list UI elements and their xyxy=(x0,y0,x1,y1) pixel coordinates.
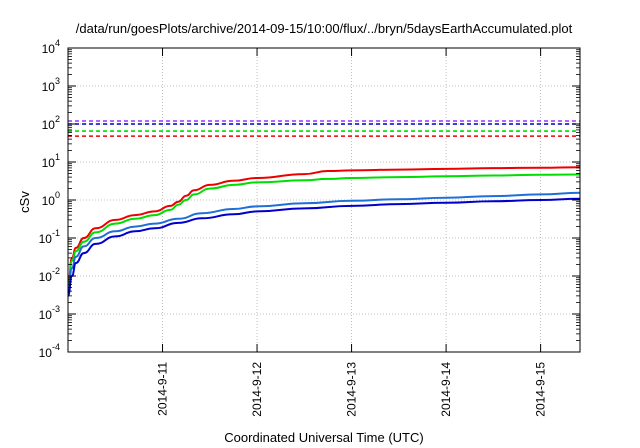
x-tick-label: 2014-9-12 xyxy=(250,362,264,417)
x-axis-label: Coordinated Universal Time (UTC) xyxy=(224,430,423,445)
series-line xyxy=(67,173,581,293)
x-tick-label: 2014-9-15 xyxy=(534,362,548,417)
y-tick-label: 10-1 xyxy=(39,228,60,246)
x-tick-label: 2014-9-11 xyxy=(156,362,170,416)
y-tick-label: 101 xyxy=(42,152,60,170)
y-tick-label: 10-2 xyxy=(39,266,60,284)
grid-lines xyxy=(68,48,580,352)
series-line xyxy=(67,191,581,293)
y-tick-label: 10-4 xyxy=(39,342,60,360)
x-tick-label: 2014-9-14 xyxy=(439,362,453,417)
axis-ticks xyxy=(68,47,580,353)
chart-title: /data/run/goesPlots/archive/2014-09-15/1… xyxy=(76,21,573,36)
series-line xyxy=(67,197,581,297)
threshold-lines xyxy=(68,120,580,137)
y-tick-label: 10-3 xyxy=(39,304,60,322)
y-tick-label: 103 xyxy=(42,76,60,94)
y-tick-label: 100 xyxy=(42,190,60,208)
y-tick-label: 102 xyxy=(42,114,60,132)
y-tick-label: 104 xyxy=(42,38,60,56)
series-line xyxy=(67,166,581,289)
x-tick-label: 2014-9-13 xyxy=(345,362,359,417)
y-axis-label: cSv xyxy=(17,191,32,213)
series-lines xyxy=(67,166,581,297)
x-tick-labels: 2014-9-11 2014-9-12 2014-9-13 2014-9-14 2014… xyxy=(156,362,548,417)
y-tick-labels: 10-4 10-3 10-2 10-1 100 101 102 103 104 xyxy=(39,38,60,360)
